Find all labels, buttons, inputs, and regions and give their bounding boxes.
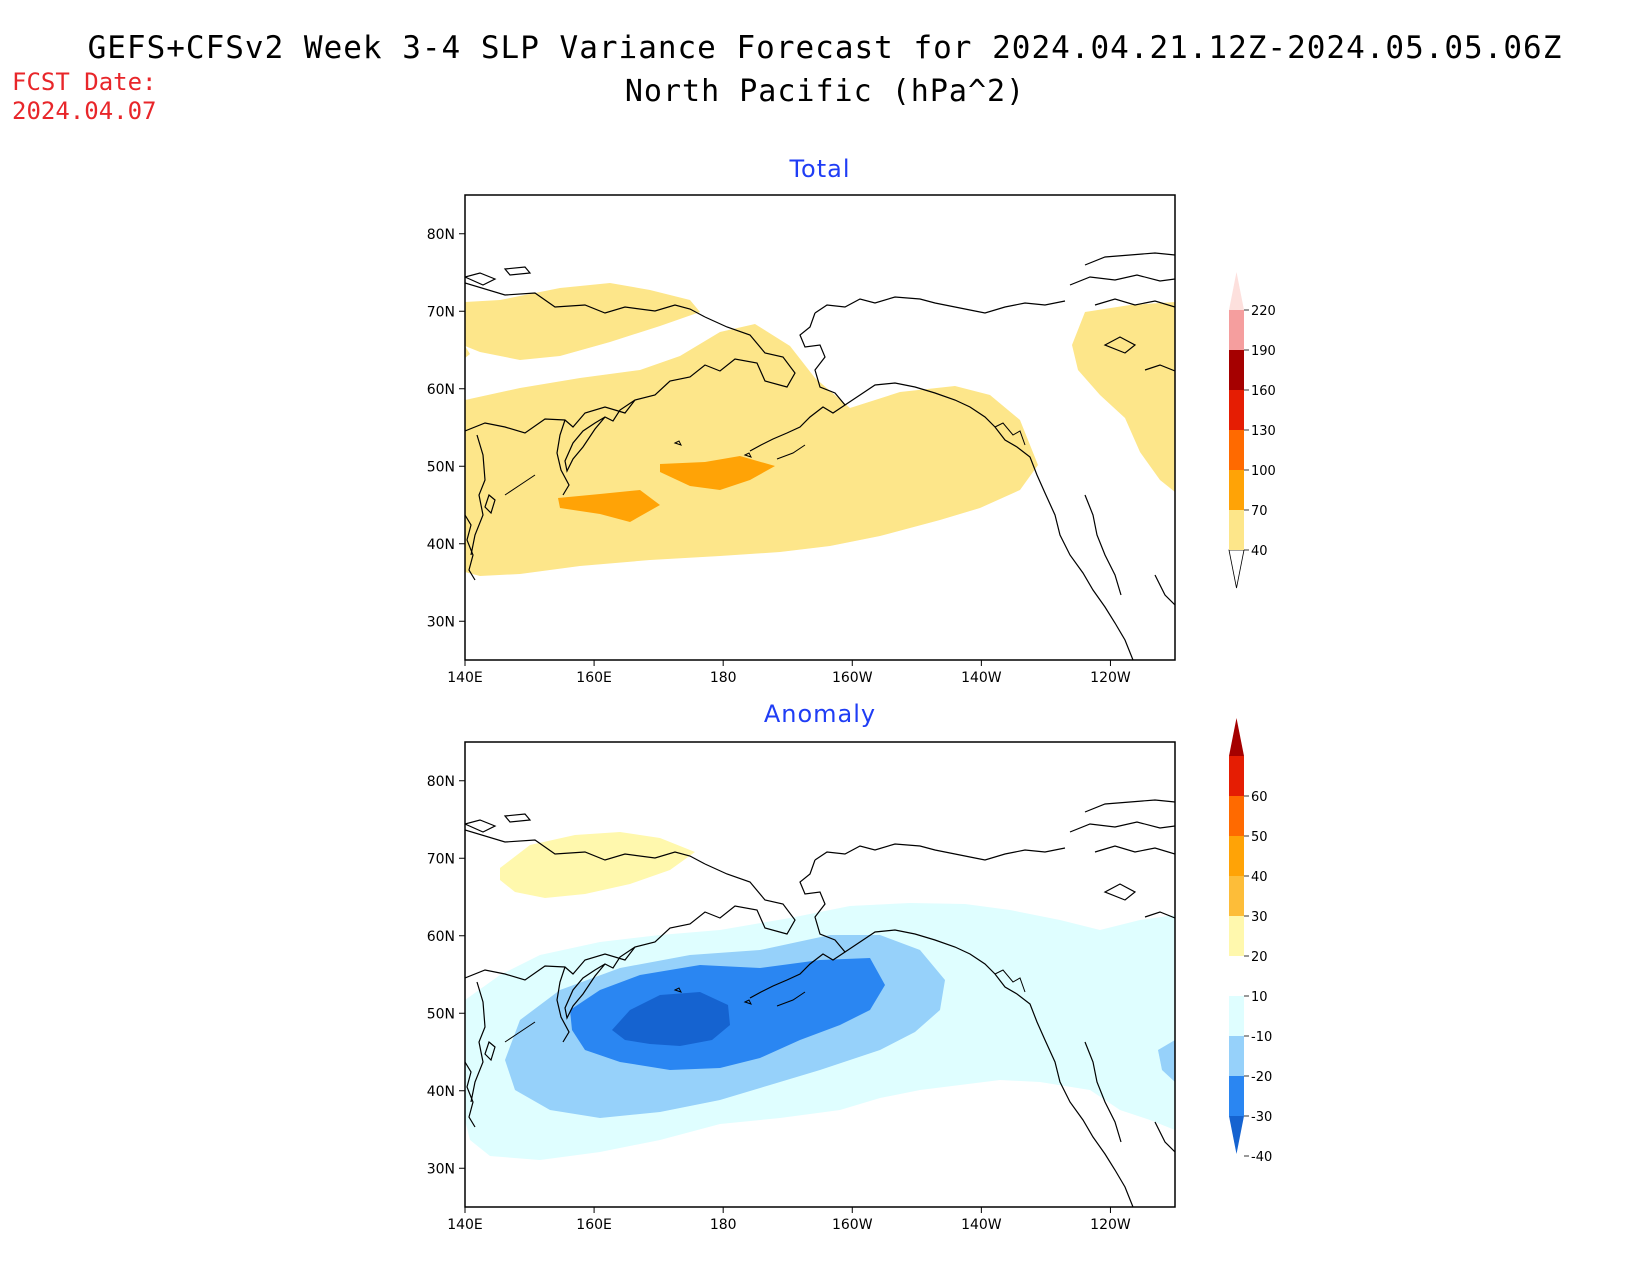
colorbar-label: 40	[1251, 870, 1268, 885]
lat-tick-label: 60N	[427, 929, 455, 945]
lat-tick-label: 50N	[427, 1006, 455, 1022]
panel-title-anomaly: Anomaly	[763, 700, 877, 728]
colorbar-label: -30	[1251, 1110, 1272, 1125]
colorbar-extend-high	[1229, 718, 1244, 756]
forecast-date-label: FCST Date:	[12, 68, 157, 96]
total-field-70-100-core-east	[660, 456, 775, 490]
lon-tick-label: 180	[710, 670, 737, 686]
lon-tick-label: 180	[710, 1217, 737, 1233]
colorbar-label: 60	[1251, 790, 1268, 805]
colorbar-label: 20	[1251, 950, 1268, 965]
chart-title-line1: GEFS+CFSv2 Week 3-4 SLP Variance Forecas…	[87, 30, 1563, 66]
colorbar-cell	[1229, 390, 1244, 430]
lat-tick-label: 40N	[427, 1084, 455, 1100]
total-field-70-100-core-west	[558, 490, 660, 522]
lon-tick-label: 160E	[576, 670, 612, 686]
colorbar-cell	[1229, 1076, 1244, 1116]
colorbar-extend-low	[1228, 549, 1245, 589]
colorbar-cell	[1229, 836, 1244, 876]
colorbar-cell	[1229, 1036, 1244, 1076]
colorbar-label: 70	[1251, 504, 1268, 519]
lon-tick-label: 140E	[447, 1217, 483, 1233]
lon-tick-label: 160W	[832, 670, 873, 686]
lon-tick-label: 120W	[1090, 1217, 1131, 1233]
lat-tick-label: 70N	[427, 851, 455, 867]
colorbar-label: 130	[1251, 424, 1276, 439]
axes-anomaly: 140E 160E 180 160W 140W 120W 80N 70N 60N 50N 40N 30…	[427, 774, 1131, 1233]
colorbar-cell	[1229, 470, 1244, 510]
colorbar-label: -10	[1251, 1030, 1272, 1045]
colorbar-cell	[1229, 916, 1244, 956]
map-panel-anomaly: 140E 160E 180 160W 140W 120W 80N 70N 60N 50N 40N 30…	[427, 741, 1176, 1233]
colorbar-label: 220	[1251, 304, 1276, 319]
colorbar-extend-low	[1229, 1116, 1244, 1154]
total-fields	[465, 252, 1175, 660]
colorbar-label: 40	[1251, 544, 1268, 559]
anomaly-fields	[465, 799, 1175, 1207]
forecast-date-value: 2024.04.07	[12, 97, 157, 125]
axes-total: 140E 160E 180 160W 140W 120W 80N 70N 60N 50N 40N 30…	[427, 227, 1131, 686]
colorbar-cell	[1229, 430, 1244, 470]
colorbar-cell	[1229, 310, 1244, 350]
colorbar-cell	[1229, 956, 1244, 996]
panel-title-total: Total	[789, 155, 851, 183]
colorbar-label: 100	[1251, 464, 1276, 479]
lon-tick-label: 140E	[447, 670, 483, 686]
lon-tick-label: 120W	[1090, 670, 1131, 686]
lon-tick-label: 140W	[961, 1217, 1002, 1233]
colorbar-extend-high	[1229, 272, 1244, 310]
colorbar-cell	[1229, 796, 1244, 836]
lon-tick-label: 140W	[961, 670, 1002, 686]
lat-tick-label: 40N	[427, 537, 455, 553]
lat-tick-label: 80N	[427, 774, 455, 790]
lat-tick-label: 50N	[427, 459, 455, 475]
total-field-40-70-northeast	[1072, 302, 1175, 492]
lat-tick-label: 80N	[427, 227, 455, 243]
colorbar-total: 40 70 100 130 160 190 220	[1228, 272, 1276, 589]
lon-tick-label: 160E	[576, 1217, 612, 1233]
lat-tick-label: 60N	[427, 382, 455, 398]
lat-tick-label: 30N	[427, 1161, 455, 1177]
anomaly-field-plus10-plus20	[500, 832, 695, 898]
colorbar-cell	[1229, 350, 1244, 390]
colorbar-label: 50	[1251, 830, 1268, 845]
colorbar-label: 190	[1251, 344, 1276, 359]
colorbar-cell	[1229, 996, 1244, 1036]
colorbar-label: 160	[1251, 384, 1276, 399]
anomaly-field-below-minus40	[612, 992, 730, 1046]
colorbar-anomaly: 60 50 40 30 20 10 -10 -20 -30 -40	[1229, 718, 1272, 1165]
lat-tick-label: 70N	[427, 304, 455, 320]
colorbar-label: 10	[1251, 990, 1268, 1005]
lon-tick-label: 160W	[832, 1217, 873, 1233]
colorbar-cell	[1229, 756, 1244, 796]
anomaly-field-east-patch	[1158, 1040, 1175, 1082]
map-panel-total: 140E 160E 180 160W 140W 120W 80N 70N 60N 50N 40N 30…	[427, 194, 1176, 686]
colorbar-cell	[1229, 876, 1244, 916]
colorbar-label: 30	[1251, 910, 1268, 925]
colorbar-cell	[1229, 510, 1244, 550]
total-field-40-70-north	[465, 283, 700, 360]
lat-tick-label: 30N	[427, 614, 455, 630]
chart-title-line2: North Pacific (hPa^2)	[624, 74, 1026, 109]
colorbar-label: -40	[1251, 1150, 1272, 1165]
colorbar-label: -20	[1251, 1070, 1272, 1085]
